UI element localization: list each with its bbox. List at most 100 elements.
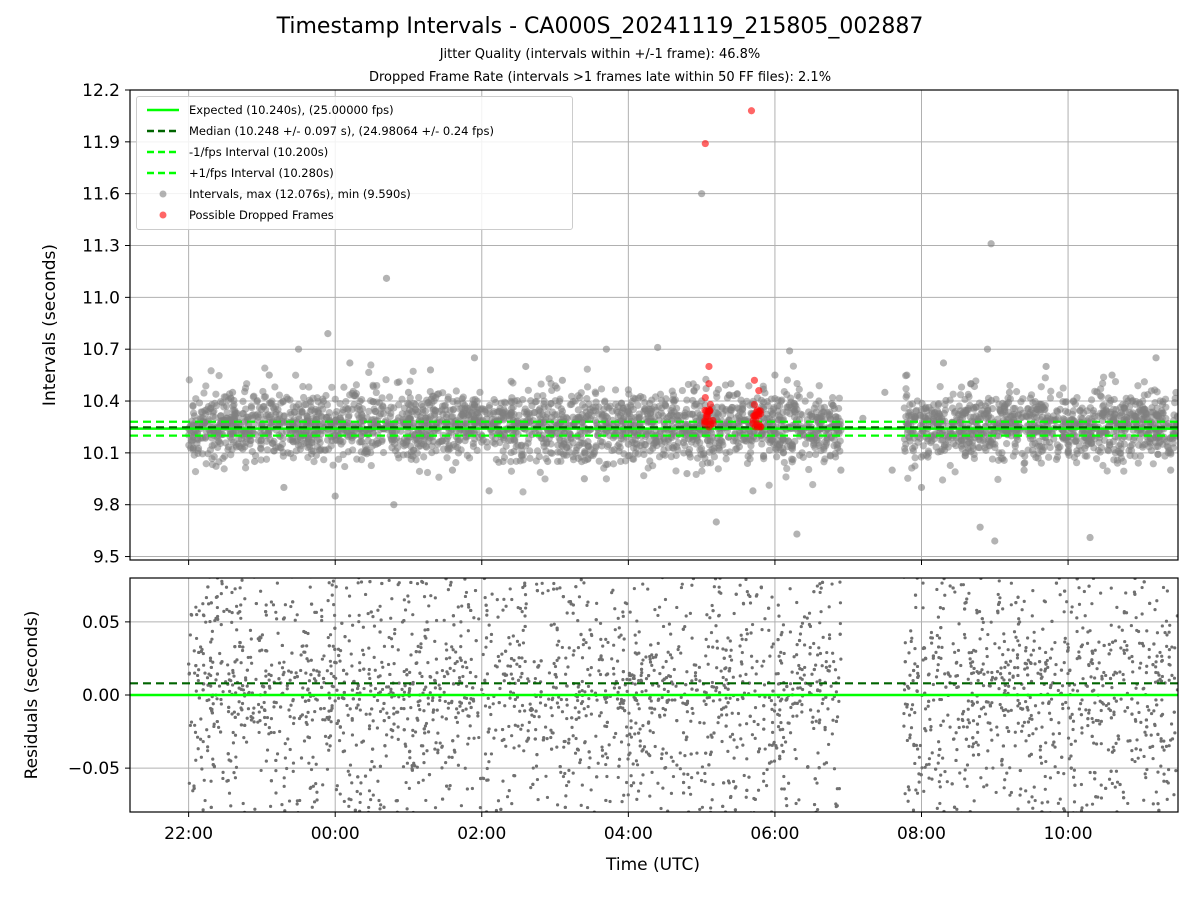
interval-point (688, 410, 696, 418)
interval-point (1096, 391, 1104, 400)
interval-point (602, 475, 610, 483)
interval-outlier-point (881, 388, 889, 396)
residual-point (519, 675, 523, 679)
residual-point (1099, 591, 1103, 595)
residual-point (455, 707, 459, 711)
residual-point (518, 709, 522, 713)
residual-point (335, 688, 339, 692)
residual-point (459, 634, 463, 638)
interval-point (698, 467, 706, 475)
interval-point (469, 439, 477, 448)
interval-outlier-point (331, 492, 339, 500)
residual-point (662, 713, 667, 717)
residual-point (1097, 640, 1101, 644)
residual-point (231, 730, 235, 735)
interval-outlier-point (785, 347, 794, 355)
interval-point (825, 410, 834, 419)
residual-point (1022, 720, 1027, 724)
residual-point (310, 718, 314, 722)
interval-point (1075, 442, 1083, 450)
interval-point (900, 404, 908, 412)
residual-point (826, 573, 829, 576)
residual-point (483, 678, 487, 682)
interval-point (566, 401, 574, 409)
residual-point (824, 665, 828, 670)
residual-point (201, 808, 205, 812)
interval-outlier-point (888, 466, 896, 474)
residual-point (431, 718, 435, 722)
interval-point (932, 443, 940, 451)
residual-point (1165, 589, 1169, 593)
interval-point (510, 447, 518, 455)
interval-point (949, 390, 957, 398)
intervals-ylabel: Intervals (seconds) (40, 244, 60, 406)
residual-point (555, 658, 559, 662)
interval-point (279, 397, 287, 405)
residual-point (560, 645, 564, 650)
interval-point (789, 362, 797, 370)
residual-point (1160, 658, 1164, 663)
interval-point (994, 432, 1003, 440)
interval-point (410, 446, 418, 454)
residual-point (815, 807, 820, 812)
residual-point (463, 766, 467, 770)
interval-point (257, 456, 265, 464)
residual-point (524, 602, 528, 606)
x-tick-label: 22:00 (164, 824, 213, 844)
interval-point (959, 409, 967, 417)
residual-point (1057, 721, 1061, 725)
residual-point (739, 633, 743, 637)
residual-point (626, 757, 630, 761)
interval-point (656, 390, 665, 398)
residual-point (1044, 650, 1048, 655)
interval-outlier-point (324, 330, 332, 338)
interval-point (681, 442, 689, 450)
residual-point (1164, 619, 1169, 623)
residual-point (624, 813, 627, 816)
interval-point (1053, 453, 1062, 461)
residual-point (673, 698, 677, 702)
interval-point (789, 456, 797, 464)
interval-point (427, 412, 435, 421)
interval-point (406, 394, 414, 402)
residual-point (287, 708, 291, 712)
interval-point (1059, 415, 1068, 423)
interval-point (262, 455, 271, 463)
interval-point (955, 402, 963, 410)
residual-point (1006, 709, 1010, 713)
residual-point (450, 645, 454, 649)
residual-point (681, 731, 686, 735)
residual-point (263, 715, 267, 720)
interval-point (246, 440, 254, 448)
interval-point (833, 444, 842, 452)
interval-point (805, 465, 813, 474)
residual-point (990, 701, 994, 705)
interval-outlier-point (360, 449, 369, 457)
residual-point (756, 788, 761, 792)
residual-point (690, 776, 694, 780)
residual-point (672, 816, 675, 819)
residual-point (914, 605, 918, 610)
interval-point (255, 403, 264, 412)
interval-point (636, 413, 644, 421)
residual-point (301, 686, 305, 690)
residual-point (470, 786, 474, 791)
interval-point (584, 454, 592, 463)
residual-point (588, 628, 592, 632)
interval-point (1006, 395, 1014, 403)
interval-point (470, 401, 479, 409)
interval-point (313, 442, 321, 450)
residual-point (653, 744, 657, 749)
residual-point (716, 721, 720, 725)
interval-point (218, 399, 226, 407)
residual-point (717, 613, 721, 617)
interval-point (640, 405, 649, 413)
interval-point (826, 451, 834, 459)
residual-point (572, 649, 576, 653)
residual-point (415, 582, 420, 586)
interval-point (263, 446, 272, 454)
residual-point (400, 687, 404, 692)
interval-point (278, 417, 286, 425)
interval-point (790, 407, 798, 416)
residual-point (1063, 640, 1067, 644)
